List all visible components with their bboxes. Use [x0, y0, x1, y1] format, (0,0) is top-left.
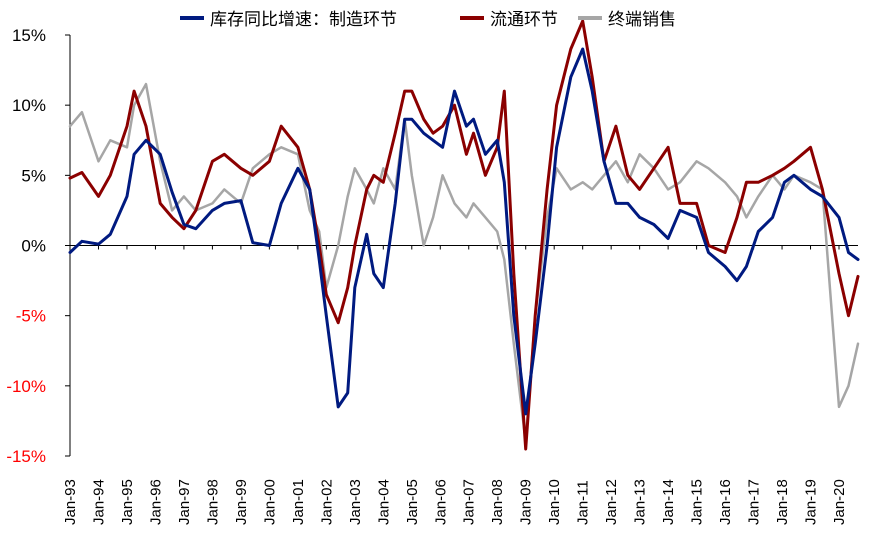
series-line-manufacturing — [68, 47, 860, 416]
x-tick-label: Jan-18 — [774, 479, 791, 525]
x-tick-label: Jan-01 — [290, 479, 307, 525]
y-tick-label: -5% — [16, 307, 46, 326]
x-tick-label: Jan-15 — [689, 479, 706, 525]
x-tick-label: Jan-00 — [261, 479, 278, 525]
legend-label-manufacturing: 库存同比增速：制造环节 — [210, 10, 397, 29]
x-tick-label: Jan-97 — [176, 479, 193, 525]
x-tick-label: Jan-03 — [347, 479, 364, 525]
axes-layer: 15% 10% 5% 0% -5% -10% -15% Jan-93 Jan-94 Jan-95 J… — [6, 26, 858, 525]
x-tick-label: Jan-02 — [318, 479, 335, 525]
legend-label-distribution: 流通环节 — [490, 10, 558, 29]
y-tick-label: -10% — [6, 377, 46, 396]
x-tick-label: Jan-17 — [746, 479, 763, 525]
x-tick-label: Jan-05 — [404, 479, 421, 525]
series-line-distribution — [68, 19, 860, 451]
y-tick-label: 10% — [12, 96, 46, 115]
x-tick-label: Jan-13 — [632, 479, 649, 525]
x-tick-label: Jan-16 — [717, 479, 734, 525]
x-tick-label: Jan-11 — [575, 480, 592, 525]
x-tick-label: Jan-19 — [803, 479, 820, 525]
y-tick-label: 15% — [12, 26, 46, 45]
x-tick-label: Jan-04 — [375, 479, 392, 525]
x-tick-label: Jan-99 — [233, 479, 250, 525]
legend-label-retail: 终端销售 — [608, 10, 676, 29]
x-tick-label: Jan-95 — [119, 479, 136, 525]
x-tick-label: Jan-98 — [204, 479, 221, 525]
series-line-retail — [68, 82, 860, 444]
y-tick-label: 5% — [21, 166, 46, 185]
x-tick-label: Jan-10 — [546, 479, 563, 525]
legend: 库存同比增速：制造环节 流通环节 终端销售 — [180, 10, 676, 29]
x-tick-label: Jan-94 — [90, 479, 107, 525]
x-tick-label: Jan-09 — [518, 479, 535, 525]
x-tick-label: Jan-08 — [489, 479, 506, 525]
y-tick-label: -15% — [6, 447, 46, 466]
series-layer — [68, 19, 860, 451]
x-tick-label: Jan-14 — [660, 479, 677, 525]
x-tick-label: Jan-96 — [147, 479, 164, 525]
y-tick-label: 0% — [21, 237, 46, 256]
x-tick-label: Jan-07 — [461, 479, 478, 525]
x-tick-label: Jan-06 — [432, 479, 449, 525]
x-tick-label: Jan-12 — [603, 479, 620, 525]
x-tick-label: Jan-20 — [831, 479, 848, 525]
x-tick-label: Jan-93 — [62, 479, 79, 525]
